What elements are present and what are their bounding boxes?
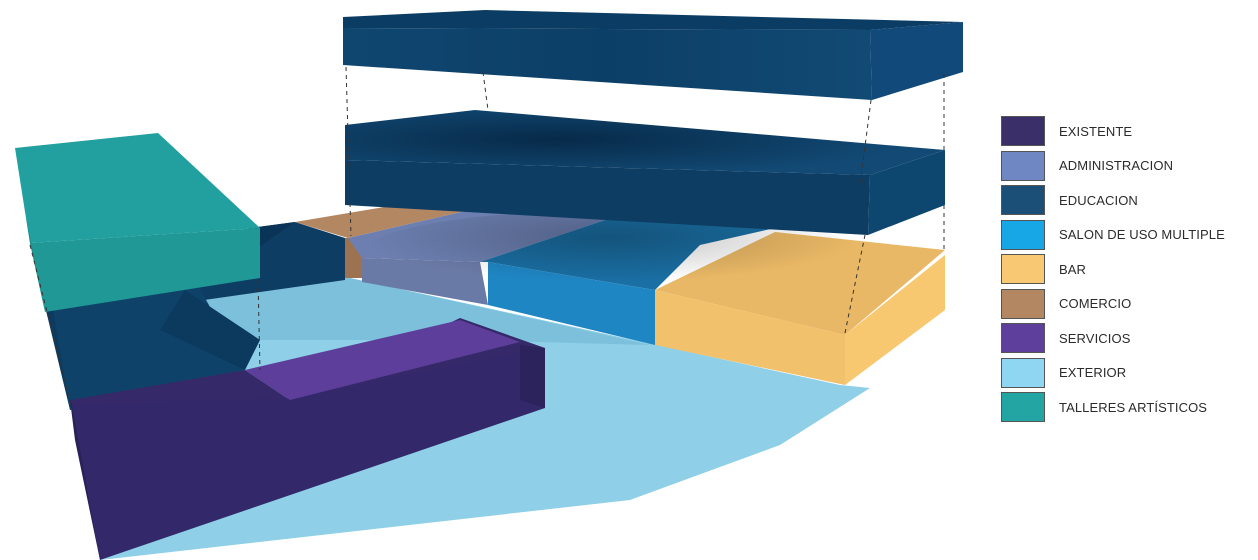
projection-lines xyxy=(29,66,945,411)
educacion-swatch xyxy=(1001,185,1045,216)
legend-item-exterior: EXTERIOR xyxy=(1001,356,1225,391)
legend-label: EXISTENTE xyxy=(1059,123,1133,139)
legend-item-comercio: COMERCIO xyxy=(1001,287,1225,322)
talleres-front xyxy=(30,228,260,312)
bar-swatch xyxy=(1001,254,1045,285)
legend-label: SERVICIOS xyxy=(1059,330,1131,346)
educacion-middle-side xyxy=(868,150,945,235)
talleres-top xyxy=(15,133,260,243)
educacion-middle-top xyxy=(345,110,945,175)
legend-item-servicios: SERVICIOS xyxy=(1001,321,1225,356)
existente-front xyxy=(70,400,100,560)
legend-label: ADMINISTRACION xyxy=(1059,158,1174,174)
legend-item-bar: BAR xyxy=(1001,252,1225,287)
bar-front xyxy=(655,290,845,385)
exterior-ground-shadow xyxy=(190,278,650,345)
legend-label: EXTERIOR xyxy=(1059,365,1127,381)
talleres-swatch xyxy=(1001,392,1045,423)
legend-item-existente: EXISTENTE xyxy=(1001,114,1225,149)
legend-label: COMERCIO xyxy=(1059,296,1132,312)
slab-shadow xyxy=(360,210,860,300)
existente-front-main xyxy=(72,348,545,560)
educacion-top-top xyxy=(343,10,963,30)
servicios-swatch xyxy=(1001,323,1045,354)
comercio-swatch xyxy=(1001,288,1045,319)
administracion-swatch xyxy=(1001,150,1045,181)
legend-item-talleres: TALLERES ARTÍSTICOS xyxy=(1001,390,1225,425)
existente-swatch xyxy=(1001,116,1045,147)
legend-label: EDUCACION xyxy=(1059,192,1138,208)
legend-item-salon: SALON DE USO MULTIPLE xyxy=(1001,218,1225,253)
educacion-top-front xyxy=(343,28,872,100)
legend-label: SALON DE USO MULTIPLE xyxy=(1059,227,1225,243)
legend-item-administracion: ADMINISTRACION xyxy=(1001,149,1225,184)
exterior-swatch xyxy=(1001,357,1045,388)
salon-swatch xyxy=(1001,219,1045,250)
educacion-top-side xyxy=(870,22,963,100)
bar-side xyxy=(845,255,945,385)
legend-item-educacion: EDUCACION xyxy=(1001,183,1225,218)
servicios-top xyxy=(245,320,520,400)
legend-label: BAR xyxy=(1059,261,1087,277)
legend-label: TALLERES ARTÍSTICOS xyxy=(1059,399,1208,415)
existente-right-face xyxy=(520,345,545,408)
educacion-middle-front xyxy=(345,160,870,235)
educacion-left-inner xyxy=(160,290,260,370)
legend: EXISTENTE ADMINISTRACION EDUCACION SALON… xyxy=(1001,114,1225,425)
